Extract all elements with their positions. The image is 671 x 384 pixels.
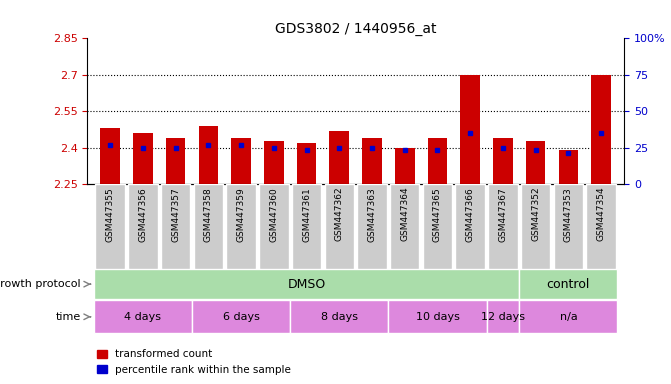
Text: 12 days: 12 days <box>481 312 525 322</box>
FancyBboxPatch shape <box>519 300 617 333</box>
Bar <box>493 138 513 184</box>
Bar <box>297 143 316 184</box>
Text: DMSO: DMSO <box>287 278 325 291</box>
FancyBboxPatch shape <box>194 184 223 269</box>
Bar <box>591 75 611 184</box>
Title: GDS3802 / 1440956_at: GDS3802 / 1440956_at <box>275 22 436 36</box>
FancyBboxPatch shape <box>226 184 256 269</box>
Text: GSM447358: GSM447358 <box>204 187 213 242</box>
Text: n/a: n/a <box>560 312 577 322</box>
Legend: transformed count, percentile rank within the sample: transformed count, percentile rank withi… <box>93 345 295 379</box>
FancyBboxPatch shape <box>486 300 519 333</box>
Text: GSM447359: GSM447359 <box>237 187 246 242</box>
Text: GSM447367: GSM447367 <box>499 187 507 242</box>
FancyBboxPatch shape <box>95 184 125 269</box>
FancyBboxPatch shape <box>521 184 550 269</box>
Text: GSM447357: GSM447357 <box>171 187 180 242</box>
Text: GSM447363: GSM447363 <box>368 187 376 242</box>
Text: GSM447365: GSM447365 <box>433 187 442 242</box>
Bar <box>329 131 349 184</box>
Text: 4 days: 4 days <box>124 312 161 322</box>
FancyBboxPatch shape <box>259 184 289 269</box>
FancyBboxPatch shape <box>456 184 485 269</box>
FancyBboxPatch shape <box>554 184 583 269</box>
FancyBboxPatch shape <box>192 300 290 333</box>
Text: GSM447364: GSM447364 <box>400 187 409 242</box>
Text: GSM447354: GSM447354 <box>597 187 606 242</box>
Bar <box>133 133 153 184</box>
Text: 10 days: 10 days <box>415 312 460 322</box>
FancyBboxPatch shape <box>290 300 389 333</box>
Text: 6 days: 6 days <box>223 312 260 322</box>
Text: GSM447366: GSM447366 <box>466 187 474 242</box>
Text: GSM447361: GSM447361 <box>302 187 311 242</box>
Text: 8 days: 8 days <box>321 312 358 322</box>
Bar <box>558 150 578 184</box>
Text: GSM447362: GSM447362 <box>335 187 344 242</box>
Bar <box>101 128 120 184</box>
FancyBboxPatch shape <box>389 300 486 333</box>
Bar <box>264 141 284 184</box>
Text: time: time <box>55 312 81 322</box>
FancyBboxPatch shape <box>586 184 616 269</box>
Bar <box>395 148 415 184</box>
Text: GSM447353: GSM447353 <box>564 187 573 242</box>
Bar <box>199 126 218 184</box>
FancyBboxPatch shape <box>94 270 519 299</box>
FancyBboxPatch shape <box>519 270 617 299</box>
FancyBboxPatch shape <box>423 184 452 269</box>
Bar <box>460 75 480 184</box>
FancyBboxPatch shape <box>488 184 517 269</box>
Text: GSM447355: GSM447355 <box>105 187 115 242</box>
FancyBboxPatch shape <box>390 184 419 269</box>
Text: GSM447360: GSM447360 <box>269 187 278 242</box>
Bar <box>362 138 382 184</box>
Text: growth protocol: growth protocol <box>0 279 81 289</box>
FancyBboxPatch shape <box>292 184 321 269</box>
FancyBboxPatch shape <box>325 184 354 269</box>
FancyBboxPatch shape <box>128 184 158 269</box>
FancyBboxPatch shape <box>94 300 192 333</box>
Text: control: control <box>547 278 590 291</box>
Bar <box>526 141 546 184</box>
Bar <box>166 138 185 184</box>
Bar <box>427 138 448 184</box>
Text: GSM447352: GSM447352 <box>531 187 540 242</box>
Bar <box>231 138 251 184</box>
FancyBboxPatch shape <box>357 184 386 269</box>
FancyBboxPatch shape <box>161 184 191 269</box>
Text: GSM447356: GSM447356 <box>138 187 148 242</box>
